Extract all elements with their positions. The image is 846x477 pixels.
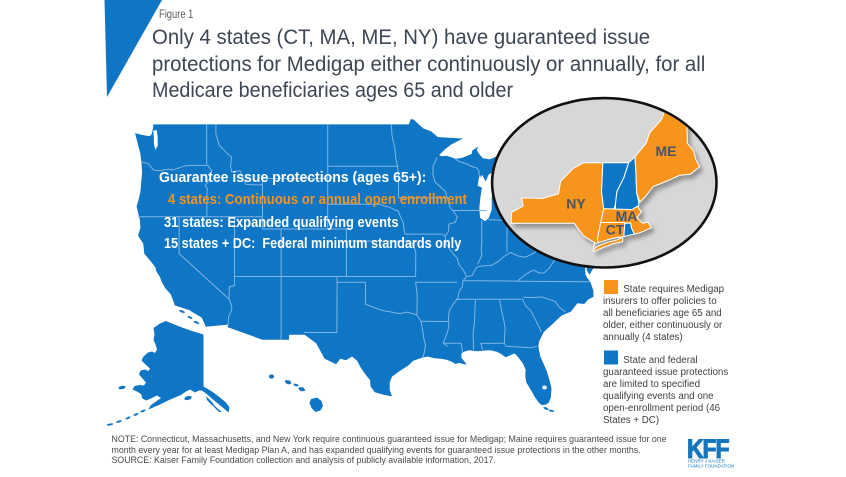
svg-text:NY: NY bbox=[566, 196, 586, 212]
svg-text:ME: ME bbox=[656, 143, 677, 159]
svg-text:MA: MA bbox=[616, 208, 638, 224]
svg-text:CT: CT bbox=[606, 222, 625, 238]
